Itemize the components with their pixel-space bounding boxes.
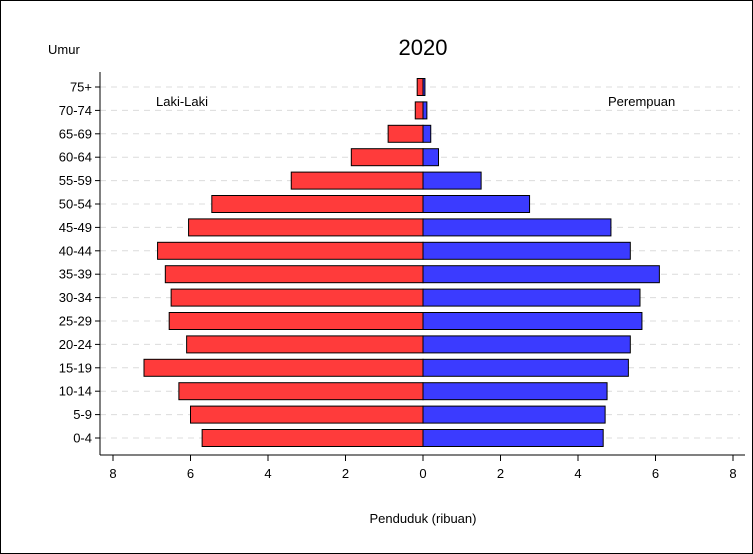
bar-male xyxy=(350,148,424,167)
bar-female xyxy=(422,265,660,284)
bar-female xyxy=(422,124,432,143)
bar-male xyxy=(143,358,424,377)
y-tick-label: 5-9 xyxy=(73,407,92,422)
y-tick-label: 55-59 xyxy=(59,173,92,188)
bar-male xyxy=(168,312,424,330)
bar-male xyxy=(387,124,424,143)
y-tick-label: 30-34 xyxy=(59,290,92,305)
bar-male xyxy=(186,335,424,354)
bar-male xyxy=(414,101,424,120)
y-tick-label: 50-54 xyxy=(59,197,92,212)
x-axis-label: Penduduk (ribuan) xyxy=(370,511,477,526)
bar-female xyxy=(422,288,641,307)
y-tick-label: 20-24 xyxy=(59,337,92,352)
bar-female xyxy=(422,218,612,237)
legend-male-label: Laki-Laki xyxy=(156,94,208,109)
bar-male xyxy=(188,218,424,237)
y-tick-label: 40-44 xyxy=(59,243,92,258)
bar-male xyxy=(190,405,424,424)
x-tick-label: 6 xyxy=(187,466,194,481)
x-tick-label: 8 xyxy=(729,466,736,481)
x-tick-label: 2 xyxy=(497,466,504,481)
bar-male xyxy=(178,382,424,401)
bar-female xyxy=(422,429,604,447)
y-tick-label: 45-49 xyxy=(59,220,92,235)
y-tick-label: 10-14 xyxy=(59,384,92,399)
chart-title: 2020 xyxy=(399,35,448,60)
y-tick-label: 35-39 xyxy=(59,267,92,282)
y-axis-label: Umur xyxy=(48,42,80,57)
bar-female xyxy=(422,405,606,424)
x-tick-label: 0 xyxy=(419,466,426,481)
bar-male xyxy=(211,195,424,213)
bar-male xyxy=(170,288,424,307)
bar-male xyxy=(164,265,424,284)
legend-female-label: Perempuan xyxy=(608,94,675,109)
y-tick-label: 15-19 xyxy=(59,360,92,375)
y-tick-label: 70-74 xyxy=(59,103,92,118)
bar-female xyxy=(422,382,608,401)
bar-female xyxy=(422,78,426,96)
x-tick-label: 8 xyxy=(109,466,116,481)
bar-female xyxy=(422,148,439,167)
y-tick-label: 0-4 xyxy=(73,431,92,446)
bar-male xyxy=(416,78,424,96)
bar-male xyxy=(290,171,424,190)
x-tick-label: 4 xyxy=(264,466,271,481)
bar-female xyxy=(422,101,428,120)
bar-female xyxy=(422,171,482,190)
x-tick-label: 4 xyxy=(574,466,581,481)
y-tick-label: 25-29 xyxy=(59,314,92,329)
y-tick-label: 75+ xyxy=(70,80,92,95)
bar-female xyxy=(422,195,531,213)
bar-female xyxy=(422,312,643,330)
y-tick-label: 60-64 xyxy=(59,150,92,165)
x-tick-label: 6 xyxy=(652,466,659,481)
bar-male xyxy=(201,429,424,447)
bar-female xyxy=(422,358,629,377)
bar-female xyxy=(422,241,631,260)
bars xyxy=(143,78,660,447)
ticks: 75+70-7465-6960-6455-5950-5445-4940-4435… xyxy=(59,80,737,482)
x-tick-label: 2 xyxy=(342,466,349,481)
y-tick-label: 65-69 xyxy=(59,126,92,141)
bar-female xyxy=(422,335,631,354)
bar-male xyxy=(157,241,424,260)
